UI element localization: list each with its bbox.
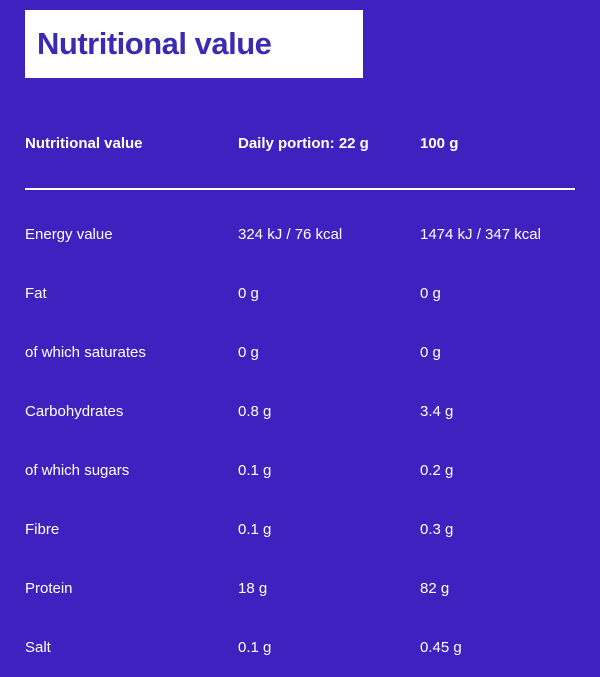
table-row: of which saturates 0 g 0 g <box>25 323 575 382</box>
per-100g-value: 82 g <box>420 580 450 597</box>
nutrient-label: Fibre <box>25 521 60 538</box>
table-row: Energy value 324 kJ / 76 kcal 1474 kJ / … <box>25 205 575 264</box>
daily-portion-value: 0.1 g <box>238 521 272 538</box>
table-header-row: Nutritional value Daily portion: 22 g 10… <box>25 123 575 163</box>
daily-portion-value: 0.1 g <box>238 462 272 479</box>
nutrient-label: Protein <box>25 580 73 597</box>
table-body: Energy value 324 kJ / 76 kcal 1474 kJ / … <box>25 205 575 677</box>
nutrient-label: of which sugars <box>25 462 130 479</box>
table-divider <box>25 188 575 190</box>
table-row: Salt 0.1 g 0.45 g <box>25 618 575 677</box>
title-banner: Nutritional value <box>25 10 363 78</box>
daily-portion-value: 0 g <box>238 285 259 302</box>
nutrient-label: Salt <box>25 639 51 656</box>
daily-portion-value: 324 kJ / 76 kcal <box>238 226 343 243</box>
column-header-100g: 100 g <box>420 134 459 152</box>
nutrition-table: Nutritional value Daily portion: 22 g 10… <box>25 123 575 677</box>
daily-portion-value: 0 g <box>238 344 259 361</box>
column-header-daily-portion: Daily portion: 22 g <box>238 134 369 152</box>
nutrient-label: Fat <box>25 285 47 302</box>
nutrient-label: Carbohydrates <box>25 403 124 420</box>
table-row: Carbohydrates 0.8 g 3.4 g <box>25 382 575 441</box>
per-100g-value: 0.2 g <box>420 462 454 479</box>
daily-portion-value: 0.8 g <box>238 403 272 420</box>
table-row: Fibre 0.1 g 0.3 g <box>25 500 575 559</box>
page-title: Nutritional value <box>37 26 272 61</box>
nutrient-label: of which saturates <box>25 344 146 361</box>
table-row: of which sugars 0.1 g 0.2 g <box>25 441 575 500</box>
per-100g-value: 0 g <box>420 285 441 302</box>
column-header-name: Nutritional value <box>25 134 143 152</box>
per-100g-value: 0 g <box>420 344 441 361</box>
daily-portion-value: 18 g <box>238 580 268 597</box>
per-100g-value: 1474 kJ / 347 kcal <box>420 226 541 243</box>
per-100g-value: 0.3 g <box>420 521 454 538</box>
per-100g-value: 3.4 g <box>420 403 454 420</box>
per-100g-value: 0.45 g <box>420 639 462 656</box>
table-row: Protein 18 g 82 g <box>25 559 575 618</box>
nutrient-label: Energy value <box>25 226 113 243</box>
table-row: Fat 0 g 0 g <box>25 264 575 323</box>
daily-portion-value: 0.1 g <box>238 639 272 656</box>
